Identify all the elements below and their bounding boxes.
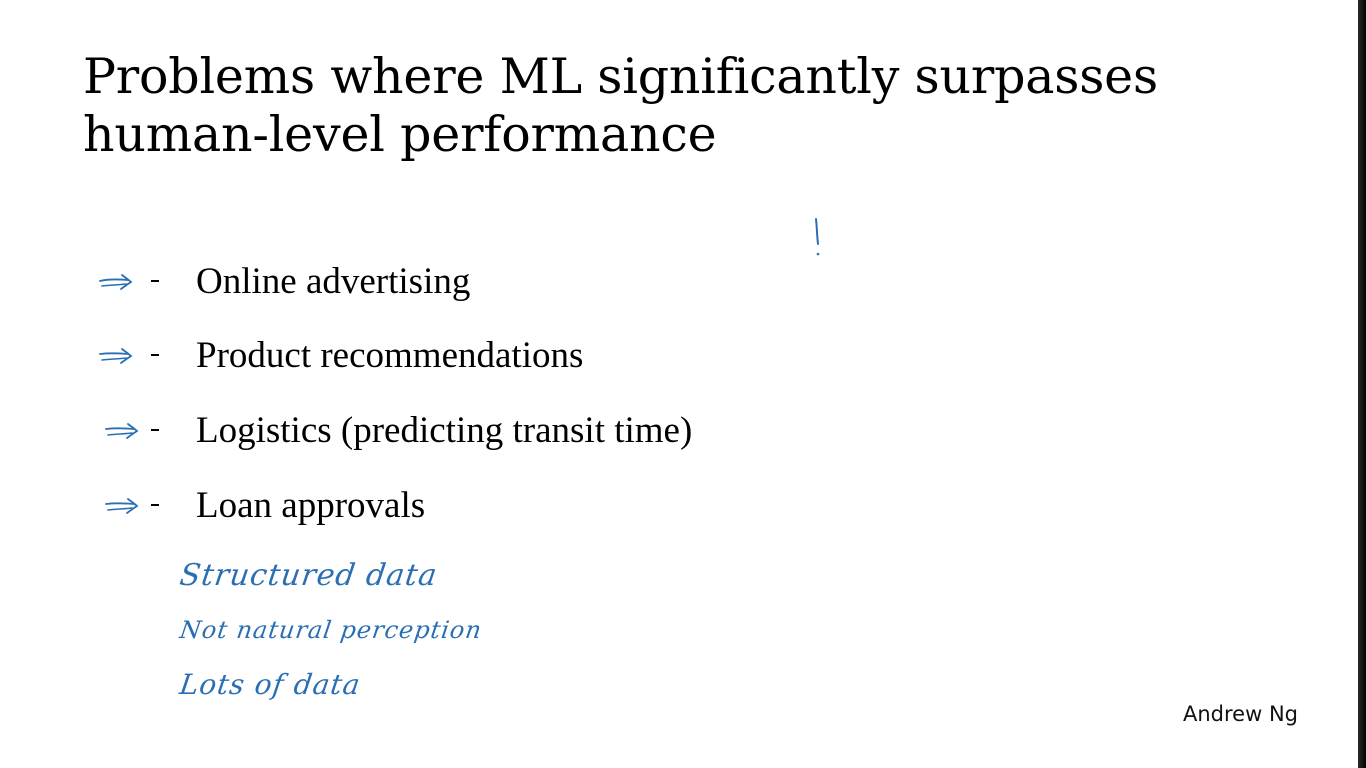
handwritten-note: Not natural perception [178,616,484,644]
bullet-text: Online advertising [196,261,471,302]
arrow-icon [99,348,133,364]
list-item: Product recommendations [0,336,820,376]
author-attribution: Andrew Ng [1183,702,1298,726]
slide-title-line-2: human-level performance [83,106,717,163]
handwritten-note: Structured data [177,558,440,593]
bullet-dash [151,429,159,431]
bullet-list: Online advertising Product recommendatio… [0,0,900,560]
list-item: Loan approvals [0,486,820,526]
bullet-text: Logistics (predicting transit time) [196,410,693,451]
arrow-icon [105,498,139,514]
bullet-dash [151,504,159,506]
window-edge [1358,0,1366,768]
bullet-dash [151,280,159,282]
list-item: Online advertising [0,262,820,302]
slide-title-line-1: Problems where ML significantly surpasse… [83,48,1158,105]
bullet-text: Loan approvals [196,485,426,526]
bullet-text: Product recommendations [196,335,584,376]
list-item: Logistics (predicting transit time) [0,411,820,451]
arrow-icon [105,423,139,439]
arrow-icon [99,274,133,290]
bullet-dash [151,354,159,356]
handwritten-note: Lots of data [177,668,363,701]
handwritten-notes: Structured data Not natural perception L… [177,548,520,718]
slide-title: Problems where ML significantly surpasse… [83,48,1283,164]
